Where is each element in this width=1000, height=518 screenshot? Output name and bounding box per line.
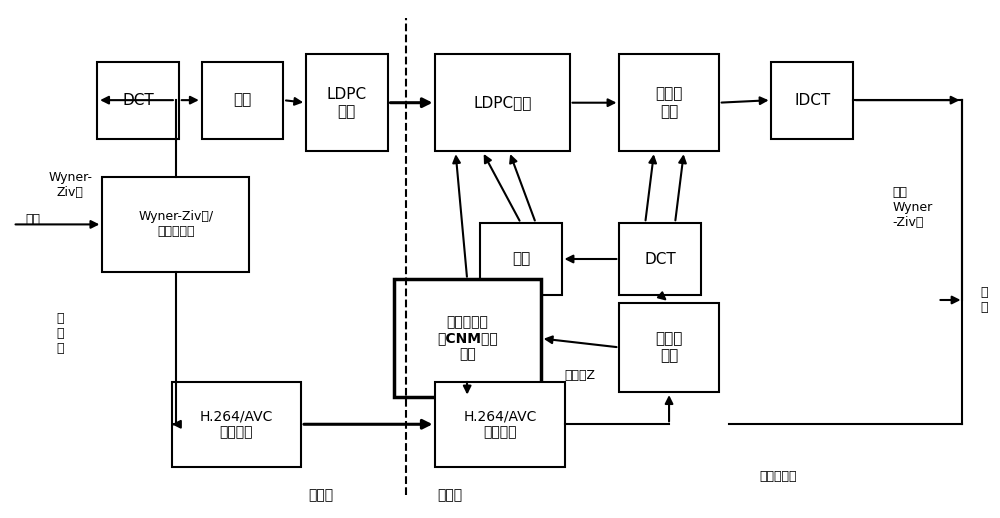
Text: 编码端: 编码端 [308, 488, 334, 502]
FancyBboxPatch shape [97, 62, 179, 139]
Text: LDPC解码: LDPC解码 [473, 95, 532, 110]
Text: 相关噪声模
型CNM构造
系统: 相关噪声模 型CNM构造 系统 [437, 315, 498, 362]
FancyBboxPatch shape [480, 223, 562, 295]
FancyBboxPatch shape [394, 280, 541, 397]
FancyBboxPatch shape [306, 54, 388, 151]
FancyBboxPatch shape [172, 382, 301, 467]
Text: Wyner-
Ziv帧: Wyner- Ziv帧 [48, 171, 92, 199]
FancyBboxPatch shape [771, 62, 853, 139]
FancyBboxPatch shape [619, 54, 719, 151]
FancyBboxPatch shape [435, 54, 570, 151]
FancyBboxPatch shape [202, 62, 283, 139]
Text: 边信息
生成: 边信息 生成 [655, 331, 683, 364]
Text: DCT: DCT [644, 252, 676, 266]
Text: 输
出: 输 出 [980, 286, 988, 314]
FancyBboxPatch shape [102, 177, 249, 272]
Text: 关
键
帧: 关 键 帧 [57, 312, 64, 355]
FancyBboxPatch shape [619, 303, 719, 392]
Text: IDCT: IDCT [794, 93, 830, 108]
Text: 量化: 量化 [233, 93, 252, 108]
Text: 残差帧Z: 残差帧Z [565, 369, 596, 382]
Text: 解码
Wyner
-Ziv帧: 解码 Wyner -Ziv帧 [893, 186, 933, 229]
FancyBboxPatch shape [619, 223, 701, 295]
Text: 输入: 输入 [25, 213, 40, 226]
Text: 解码关键帧: 解码关键帧 [760, 470, 797, 483]
Text: 反量化
重构: 反量化 重构 [655, 87, 683, 119]
Text: Wyner-Ziv帧/
关键帧划分: Wyner-Ziv帧/ 关键帧划分 [138, 210, 213, 238]
Text: H.264/AVC
帧内解码: H.264/AVC 帧内解码 [463, 409, 537, 439]
Text: H.264/AVC
帧内编码: H.264/AVC 帧内编码 [200, 409, 273, 439]
Text: LDPC
编码: LDPC 编码 [327, 87, 367, 119]
Text: 量化: 量化 [512, 252, 530, 266]
FancyBboxPatch shape [435, 382, 565, 467]
Text: DCT: DCT [122, 93, 154, 108]
Text: 解码端: 解码端 [438, 488, 463, 502]
